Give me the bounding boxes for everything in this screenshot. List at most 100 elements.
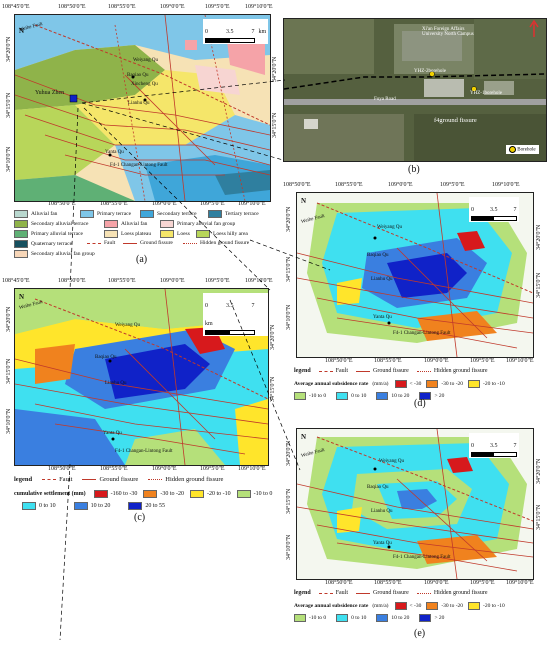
label-f41-fault: F4-1 Changan-Lintong Fault bbox=[110, 163, 168, 168]
coord-bottom-c-4: 109°10'0"E bbox=[238, 466, 266, 472]
coord-top-a-3: 109°0'0"E bbox=[160, 4, 185, 10]
label-d-yanta: Yanta Qu bbox=[373, 315, 392, 320]
legend-a-label-0: Alluvial fan bbox=[31, 211, 58, 217]
label-d-lianhu: Lianhu Qu bbox=[371, 277, 393, 282]
legend-e-swatch-1 bbox=[426, 602, 439, 610]
legend-a-fault-line bbox=[87, 242, 101, 244]
coord-top-a-1: 108°50'0"E bbox=[58, 4, 86, 10]
panel-e-label: (e) bbox=[414, 628, 426, 639]
legend-a-swatch-0 bbox=[14, 210, 28, 218]
legend-a-label-3: Tertiary terrace bbox=[225, 211, 259, 217]
legend-e-swatch-2 bbox=[468, 602, 481, 610]
label-c-lianhu: Lianhu Qu bbox=[105, 381, 127, 386]
legend-e-class-0: < -30 bbox=[409, 603, 422, 609]
coord-top-c-0: 108°45'0"E bbox=[2, 278, 30, 284]
legend-d-hidden-label: Hidden ground fissure bbox=[433, 368, 488, 374]
label-c-fault: F4-1 Changan-Lintong Fault bbox=[115, 449, 173, 454]
legend-d-hidden-line bbox=[416, 370, 431, 372]
legend-d-fissure-line bbox=[356, 370, 371, 372]
label-d-baqiao: Baqiao Qu bbox=[367, 253, 389, 258]
label-weiyang: Weiyang Qu bbox=[133, 58, 159, 63]
legend-a-swatch-11 bbox=[14, 240, 28, 248]
legend-a-swatch-2 bbox=[140, 210, 154, 218]
legend-c-class-5: 10 to 20 bbox=[90, 503, 111, 509]
subsidence-map-e-graphic bbox=[297, 429, 533, 579]
legend-e-fissure-line bbox=[356, 592, 371, 594]
scale-bar-d: 0 3.5 7 bbox=[469, 197, 519, 222]
legend-e-fault-line bbox=[318, 592, 333, 594]
coord-bottom-e-0: 108°50'0"E bbox=[325, 580, 353, 586]
label-campus: Xi'an Foreign Affairs University North C… bbox=[422, 27, 474, 37]
scale-d-zero: 0 bbox=[471, 207, 474, 213]
panel-a-map: 0 3.5 7 km Weihe Fault Weiyang Qu Baqiao… bbox=[14, 14, 271, 202]
legend-c-class-4: 0 to 10 bbox=[39, 503, 56, 509]
legend-d-class-4: 0 to 10 bbox=[351, 393, 367, 399]
label-e-lianhu: Lianhu Qu bbox=[371, 509, 393, 514]
label-e-fault: F4-1 Changan-Lintong Fault bbox=[393, 555, 451, 560]
legend-a-label-12: Fault bbox=[104, 240, 116, 246]
legend-e-fissure-label: Ground fissure bbox=[373, 590, 409, 596]
label-xincheng: Xincheng Qu bbox=[131, 82, 158, 87]
legend-a-swatch-10 bbox=[196, 230, 210, 238]
legend-c-class-6: 20 to 55 bbox=[145, 503, 166, 509]
legend-d-ramp-title: Average annual subsidence rate bbox=[294, 381, 369, 387]
legend-a-swatch-5 bbox=[104, 220, 118, 228]
coord-bottom-a-0: 108°50'0"E bbox=[48, 201, 76, 207]
legend-c-ramp-title: cumulative settlement (mm) bbox=[14, 491, 86, 497]
legend-a-label-9: Loess bbox=[177, 231, 190, 237]
label-e-weiyang: Weiyang Qu bbox=[379, 459, 405, 464]
coord-top-d-0: 108°50'0"E bbox=[283, 182, 311, 188]
legend-c-fault-label: Fault bbox=[59, 476, 73, 483]
legend-e-class-1: -30 to -20 bbox=[441, 603, 464, 609]
label-yuhua: Yuhua Zhen bbox=[35, 90, 65, 96]
scale-c-unit: km bbox=[205, 321, 213, 327]
legend-a-label-8: Loess plateau bbox=[121, 231, 152, 237]
legend-e-ramp-title: Average annual subsidence rate bbox=[294, 603, 369, 609]
legend-d-class-3: -10 to 0 bbox=[309, 393, 327, 399]
north-arrow: N bbox=[19, 27, 25, 35]
legend-d-swatch-6 bbox=[419, 392, 432, 400]
panel-d-map: 0 3.5 7 Weihe Fault Weiyang Qu Baqiao Qu… bbox=[296, 192, 534, 358]
label-d-fault: F4-1 Changan-Lintong Fault bbox=[393, 331, 451, 336]
coord-bottom-d-0: 108°50'0"E bbox=[325, 358, 353, 364]
scale-max: 7 bbox=[251, 29, 255, 35]
coord-bottom-c-2: 109°0'0"E bbox=[152, 466, 177, 472]
label-lianhu: Lianhu Qu bbox=[128, 101, 150, 106]
scale-bar-a: 0 3.5 7 km bbox=[203, 19, 269, 44]
coord-bottom-a-2: 109°0'0"E bbox=[152, 201, 177, 207]
legend-a-swatch-8 bbox=[104, 230, 118, 238]
legend-a-swatch-15 bbox=[14, 250, 28, 258]
legend-d-class-1: -30 to -20 bbox=[441, 381, 464, 387]
legend-d-swatch-5 bbox=[376, 392, 389, 400]
label-borehole-yhz1: YHZ-1borehole bbox=[470, 91, 502, 96]
scale-zero: 0 bbox=[205, 29, 208, 35]
coord-bottom-a-1: 108°55'0"E bbox=[100, 201, 128, 207]
legend-a-label-2: Secondary terrace bbox=[157, 211, 197, 217]
panel-b-satellite: Xi'an Foreign Affairs University North C… bbox=[283, 18, 547, 162]
legend-d-swatch-4 bbox=[336, 392, 349, 400]
legend-d-swatch-0 bbox=[394, 380, 407, 388]
legend-d-fault-label: Fault bbox=[335, 368, 349, 374]
coord-bottom-d-2: 109°0'0"E bbox=[424, 358, 449, 364]
legend-c-class-0: -160 to -30 bbox=[110, 491, 138, 497]
coord-top-c-2: 108°55'0"E bbox=[108, 278, 136, 284]
legend-c-fissure-label: Ground fissure bbox=[99, 476, 139, 483]
legend-c-swatch-4 bbox=[22, 502, 36, 510]
label-fuya-road: Fuya Road bbox=[374, 97, 396, 102]
legend-c-swatch-1 bbox=[143, 490, 158, 498]
coord-top-a-5: 109°10'0"E bbox=[245, 4, 273, 10]
scale-c-max: 7 bbox=[251, 303, 255, 309]
coord-top-d-4: 109°10'0"E bbox=[492, 182, 520, 188]
legend-c-title: legend bbox=[14, 476, 33, 483]
scale-d-mid: 3.5 bbox=[490, 207, 498, 213]
label-c-weiyang: Weiyang Qu bbox=[115, 323, 141, 328]
legend-a-label-6: Primary alluvial fan group bbox=[177, 221, 236, 227]
scale-e-zero: 0 bbox=[471, 443, 474, 449]
coord-bottom-e-2: 109°0'0"E bbox=[424, 580, 449, 586]
label-f4-fissure: f4ground fissure bbox=[434, 117, 477, 124]
legend-a-swatch-4 bbox=[14, 220, 28, 228]
panel-d-label: (d) bbox=[414, 398, 426, 409]
scale-c-zero: 0 bbox=[205, 303, 208, 309]
coord-bottom-d-1: 108°55'0"E bbox=[374, 358, 402, 364]
legend-a-swatch-9 bbox=[160, 230, 174, 238]
